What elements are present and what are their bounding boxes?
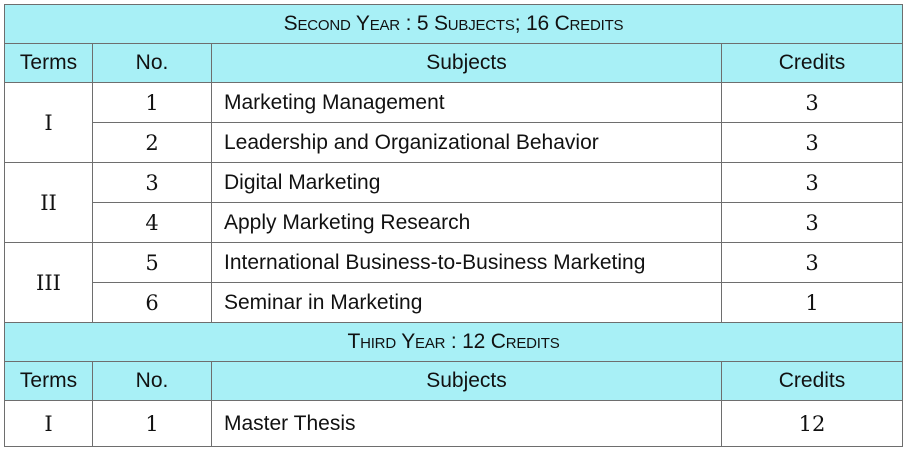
header-subjects: Subjects bbox=[211, 43, 722, 83]
subject-credits: 3 bbox=[721, 82, 903, 123]
second-year-title-row: Second Year : 5 Subjects; 16 Credits bbox=[4, 4, 903, 44]
subject-number: 5 bbox=[92, 242, 212, 283]
table-row: 4 Apply Marketing Research 3 bbox=[5, 202, 903, 243]
subject-name: Marketing Management bbox=[211, 82, 722, 123]
third-year-title: Third Year : 12 Credits bbox=[4, 322, 903, 362]
subject-credits: 12 bbox=[721, 400, 903, 447]
subject-credits: 3 bbox=[721, 122, 903, 163]
subject-name: Master Thesis bbox=[211, 400, 722, 447]
subject-number: 6 bbox=[92, 282, 212, 323]
third-year-title-row: Third Year : 12 Credits bbox=[4, 322, 903, 362]
term-cell: II bbox=[4, 162, 93, 243]
term-cell: I bbox=[4, 82, 93, 163]
subject-name: Digital Marketing bbox=[211, 162, 722, 203]
subject-name: Seminar in Marketing bbox=[211, 282, 722, 323]
header-credits: Credits bbox=[721, 43, 903, 83]
header-no: No. bbox=[92, 361, 212, 401]
header-subjects: Subjects bbox=[211, 361, 722, 401]
term-cell: III bbox=[4, 242, 93, 323]
subject-credits: 1 bbox=[721, 282, 903, 323]
header-no: No. bbox=[92, 43, 212, 83]
header-terms: Terms bbox=[4, 361, 93, 401]
table-row: I 1 Marketing Management 3 bbox=[4, 82, 903, 163]
curriculum-table: Second Year : 5 Subjects; 16 Credits Ter… bbox=[4, 4, 903, 447]
subject-number: 1 bbox=[92, 82, 212, 123]
second-year-header-row: Terms No. Subjects Credits bbox=[4, 43, 903, 83]
header-credits: Credits bbox=[721, 361, 903, 401]
table-row: II 3 Digital Marketing 3 bbox=[4, 162, 903, 243]
subject-name: Leadership and Organizational Behavior bbox=[211, 122, 722, 163]
table-row: III 5 International Business-to-Business… bbox=[4, 242, 903, 323]
subject-name: International Business-to-Business Marke… bbox=[211, 242, 722, 283]
table-row: I 1 Master Thesis 12 bbox=[4, 400, 903, 447]
header-terms: Terms bbox=[4, 43, 93, 83]
subject-name: Apply Marketing Research bbox=[211, 202, 722, 243]
table-row: 2 Leadership and Organizational Behavior… bbox=[5, 122, 903, 163]
subject-credits: 3 bbox=[721, 242, 903, 283]
term-cell: I bbox=[4, 400, 93, 447]
table-row: 6 Seminar in Marketing 1 bbox=[5, 282, 903, 323]
third-year-header-row: Terms No. Subjects Credits bbox=[4, 361, 903, 401]
subject-number: 1 bbox=[92, 400, 212, 447]
subject-number: 4 bbox=[92, 202, 212, 243]
second-year-title: Second Year : 5 Subjects; 16 Credits bbox=[4, 4, 903, 44]
subject-number: 3 bbox=[92, 162, 212, 203]
subject-number: 2 bbox=[92, 122, 212, 163]
subject-credits: 3 bbox=[721, 162, 903, 203]
subject-credits: 3 bbox=[721, 202, 903, 243]
